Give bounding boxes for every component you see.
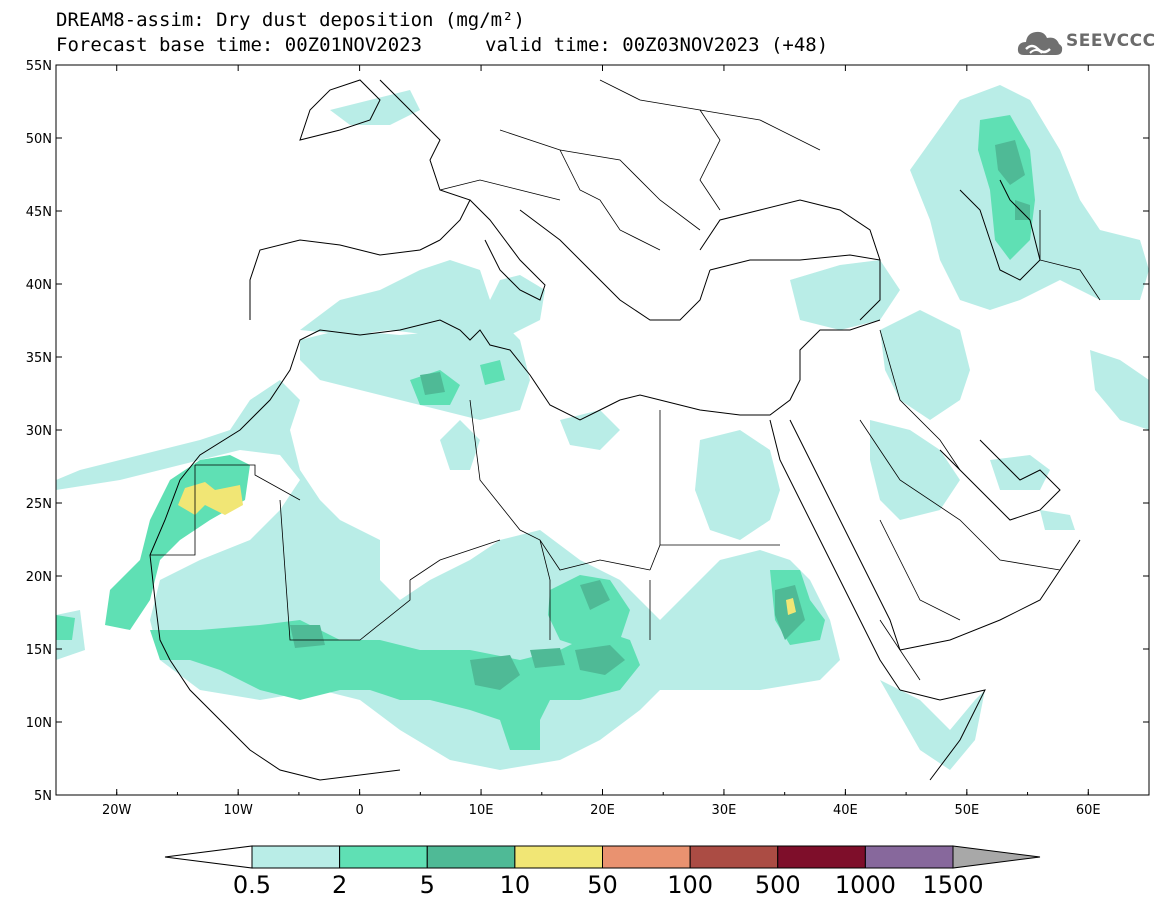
lat-tick-label: 50N — [26, 132, 52, 147]
colorbar-swatch — [777, 845, 866, 869]
coastline-turkey — [709, 254, 881, 321]
lat-tick-label: 35N — [26, 351, 52, 366]
deposition-peak-caspian — [995, 140, 1025, 185]
coastline-iberia — [249, 239, 441, 320]
map-title: DREAM8-assim: Dry dust deposition (mg/m²… — [56, 9, 525, 31]
deposition-area-iran — [1090, 350, 1149, 430]
lon-tick-label: 20W — [102, 803, 132, 818]
coastline-europe-west — [379, 79, 471, 241]
colorbar-label: 50 — [587, 871, 618, 899]
lat-tick-label: 5N — [34, 789, 52, 804]
deposition-area-britain — [330, 90, 420, 125]
deposition-area-red-sea — [695, 430, 780, 540]
lat-tick-label: 15N — [26, 643, 52, 658]
coastline-caspian — [959, 179, 1041, 281]
colorbar-swatch — [339, 845, 428, 869]
colorbar-swatch — [514, 845, 603, 869]
deposition-field — [56, 85, 1149, 770]
colorbar-label: 10 — [500, 871, 531, 899]
coastline-persian-gulf — [939, 439, 1061, 521]
deposition-core-west-coast — [56, 615, 75, 640]
deposition-area-east-africa — [880, 680, 985, 770]
deposition-peak-nigeria — [470, 655, 520, 690]
deposition-area-mediterranean — [300, 260, 545, 335]
deposition-core-chad — [548, 575, 630, 650]
seevccc-logo: SEEVCCC — [1016, 25, 1156, 61]
colorbar-swatch — [689, 845, 779, 869]
lon-tick-label: 0 — [355, 803, 363, 818]
lat-tick-label: 40N — [26, 278, 52, 293]
forecast-base-time: Forecast base time: 00Z01NOV2023 — [56, 34, 423, 56]
colorbar-label: 500 — [755, 871, 801, 899]
deposition-peak-caspian-south — [1015, 200, 1030, 220]
colorbar-swatch — [251, 845, 341, 869]
deposition-max-sudan — [786, 598, 796, 615]
coastlines-borders — [149, 79, 1081, 781]
colorbar-label: 5 — [420, 871, 435, 899]
deposition-area-persian-gulf — [990, 455, 1050, 490]
lon-tick-label: 20E — [590, 803, 615, 818]
deposition-area-turkey — [790, 260, 900, 330]
deposition-peak-chad — [575, 645, 625, 675]
deposition-area-middle-east — [880, 310, 970, 420]
lat-tick-label: 20N — [26, 570, 52, 585]
lat-tick-label: 45N — [26, 205, 52, 220]
coastline-red-sea-east — [789, 419, 901, 651]
deposition-area-arabia — [870, 420, 960, 520]
longitude-axis: 20W 10W 0 10E 20E 30E 40E 50E 60E — [55, 65, 1150, 818]
colorbar-label: 0.5 — [233, 871, 271, 899]
colorbar-label: 2 — [332, 871, 347, 899]
deposition-area-northwest-africa — [300, 320, 530, 420]
colorbar-low-arrow — [164, 845, 253, 869]
latitude-axis: 55N 50N 45N 40N 35N 30N 25N 20N 15N 10N 5N — [26, 59, 1149, 804]
deposition-area-libya — [560, 410, 620, 450]
deposition-peak-algeria — [420, 372, 445, 395]
lon-tick-label: 40E — [833, 803, 858, 818]
colorbar-label: 1500 — [922, 871, 983, 899]
deposition-area-central-sahara — [440, 420, 480, 470]
lon-tick-label: 30E — [712, 803, 737, 818]
deposition-peak-chad-north — [580, 580, 610, 610]
lon-tick-label: 10E — [469, 803, 494, 818]
coastline-italy — [469, 199, 546, 301]
colorbar-label: 1000 — [835, 871, 896, 899]
country-borders — [150, 79, 1101, 681]
deposition-max-western-sahara — [178, 482, 243, 515]
lon-tick-label: 50E — [954, 803, 979, 818]
lat-tick-label: 55N — [26, 59, 52, 74]
deposition-peak-mali — [290, 625, 325, 648]
deposition-core-sahel — [150, 620, 640, 750]
coastline-britain — [299, 79, 381, 141]
deposition-core-caspian — [978, 115, 1035, 260]
lon-tick-label: 10W — [223, 803, 253, 818]
colorbar-legend: 0.5 2 5 10 50 100 500 1000 1500 — [164, 845, 1041, 899]
lat-tick-label: 10N — [26, 716, 52, 731]
coastline-arabia-south — [899, 539, 1081, 651]
deposition-area-gulf-of-aden — [1040, 510, 1075, 530]
coastline-sahel-west — [149, 554, 401, 781]
coastline-black-sea — [699, 199, 881, 261]
deposition-peak-niger — [530, 648, 565, 668]
lon-tick-label: 60E — [1076, 803, 1101, 818]
cloud-logo-icon — [1017, 31, 1063, 55]
colorbar-swatch — [602, 845, 691, 869]
coastline-west-africa — [149, 319, 881, 556]
colorbar-high-arrow — [952, 845, 1041, 869]
coastline-red-sea-west — [769, 419, 901, 691]
lat-tick-label: 30N — [26, 424, 52, 439]
deposition-core-tunisia — [480, 360, 505, 385]
colorbar-label: 100 — [667, 871, 713, 899]
lat-tick-label: 25N — [26, 497, 52, 512]
valid-time: valid time: 00Z03NOV2023 (+48) — [485, 34, 829, 56]
coastline-balkans — [519, 209, 711, 321]
coastline-horn-africa — [899, 689, 986, 781]
colorbar-swatch — [864, 845, 954, 869]
colorbar-swatch — [426, 845, 516, 869]
logo-text: SEEVCCC — [1066, 31, 1156, 51]
